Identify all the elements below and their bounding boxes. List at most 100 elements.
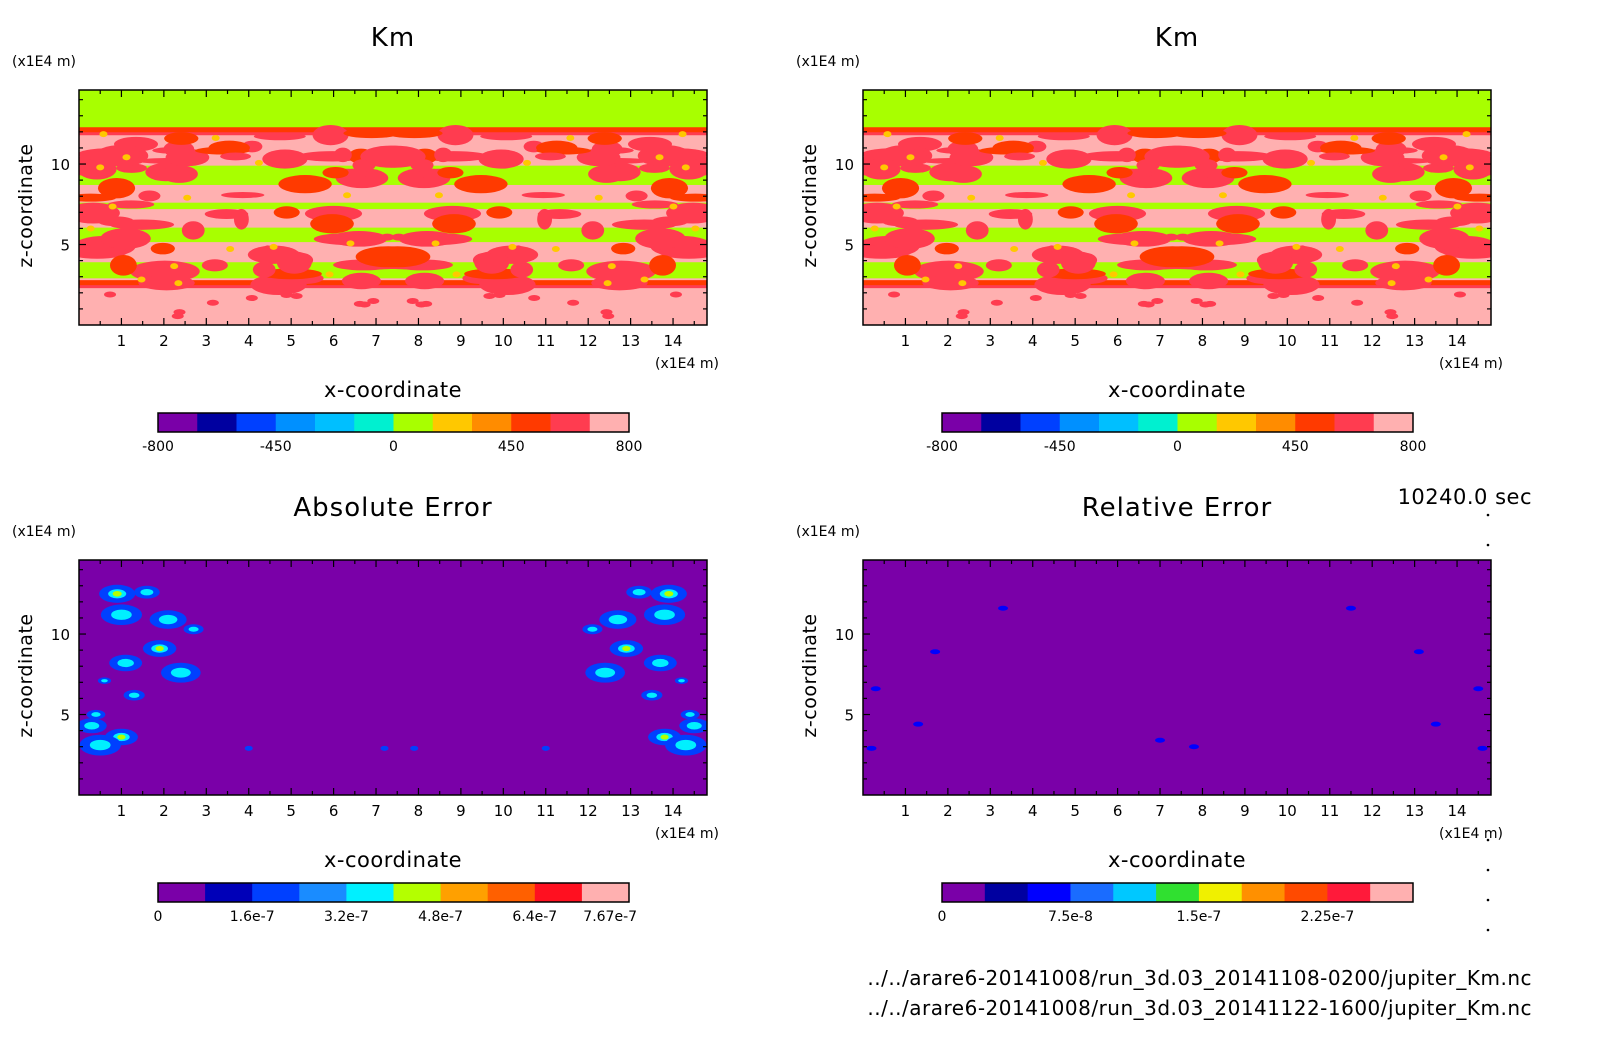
contour-blob: [671, 245, 707, 252]
colorbar-swatch: [275, 413, 316, 432]
contour-blob: [1372, 165, 1409, 183]
colorbar-swatch: [984, 883, 1029, 902]
colorbar-tick-label: 800: [1400, 439, 1427, 455]
contour-blob: [181, 221, 205, 240]
contour-blob: [581, 221, 605, 240]
contour-blob: [220, 152, 252, 161]
contour-spot: [1190, 298, 1203, 305]
contour-blob: [1221, 124, 1258, 146]
contour-blob: [1305, 191, 1350, 199]
contour-band: [79, 165, 707, 185]
contour-blob: [1017, 208, 1033, 230]
contour-blob: [948, 132, 983, 145]
contour-blob: [1094, 214, 1138, 234]
x-tick-label: 2: [159, 332, 169, 350]
x-tick-label: 3: [986, 332, 996, 350]
x-tick-label: 5: [1070, 332, 1080, 350]
panel-title: Km: [371, 23, 415, 53]
colorbar: -800 -450 0 450 800: [142, 412, 643, 455]
contour-blob: [985, 259, 1012, 272]
error-blob: [1413, 649, 1424, 655]
x-tick-label: 9: [1240, 802, 1250, 820]
contour-spot: [967, 194, 976, 201]
y-tick-label: 5: [60, 237, 70, 255]
colorbar-tick-label: 450: [1282, 439, 1309, 455]
plot-frame: [78, 89, 708, 326]
contour-blob: [1256, 252, 1282, 268]
contour-spot: [1064, 292, 1077, 299]
colorbar: 0 1.6e-7 3.2e-7 4.8e-7 6.4e-7 7.67e-7: [154, 882, 637, 925]
contour-spot: [888, 291, 901, 298]
contour-spot: [1465, 164, 1474, 171]
colorbar-frame: [157, 882, 630, 903]
error-blob: [101, 679, 108, 683]
colorbar-tick-label: 450: [498, 439, 525, 455]
colorbar-tick-label: 7.67e-7: [583, 909, 637, 925]
colorbar-tick-label: -450: [1044, 439, 1076, 455]
colorbar: -800 -450 0 450 800: [926, 412, 1427, 455]
contour-spot: [226, 246, 235, 253]
x-tick-label: 2: [943, 802, 953, 820]
contour-spot: [870, 225, 879, 232]
x-tick-label: 12: [579, 332, 598, 350]
contour-line: [79, 285, 707, 289]
x-tick-label: 9: [1240, 332, 1250, 350]
colorbar-swatch: [197, 413, 237, 432]
colorbar-swatch: [315, 413, 355, 432]
x-tick-label: 12: [1363, 802, 1382, 820]
contour-blob: [164, 132, 199, 145]
contour-blob: [669, 158, 707, 180]
error-blob: [913, 721, 924, 727]
error-blob: [675, 739, 697, 751]
error-blob: [686, 722, 702, 730]
error-core: [112, 590, 122, 597]
contour-band: [79, 227, 707, 243]
edge-dot: [1486, 928, 1490, 932]
x-tick-label: 2: [943, 332, 953, 350]
contour-blob: [273, 206, 300, 219]
contour-blob: [1395, 242, 1420, 255]
x-tick-label: 10: [494, 802, 513, 820]
contour-blob: [233, 208, 249, 230]
x-tick-label: 13: [621, 332, 640, 350]
axis-ticks: [863, 90, 1491, 325]
contour-spot: [1387, 280, 1396, 287]
plot-frame: [78, 559, 708, 796]
y-axis-label: z-coordinate: [799, 613, 821, 737]
plot-frame: [862, 89, 1492, 326]
contour-blob: [330, 230, 388, 247]
contour-band: [863, 262, 1491, 279]
y-axis-label: z-coordinate: [15, 143, 37, 267]
contour-spot: [1127, 192, 1136, 199]
contour-spot: [122, 154, 131, 161]
x-tick-label: 14: [1448, 802, 1467, 820]
contour-blob: [1342, 259, 1369, 272]
x-tick-label: 12: [1363, 332, 1382, 350]
contour-spot: [206, 299, 219, 306]
contour-spot: [883, 131, 892, 138]
error-blob: [685, 712, 695, 717]
contour-blob: [454, 174, 508, 194]
contour-blob: [386, 128, 443, 139]
contour-spot: [367, 298, 380, 305]
contour-spot: [1130, 240, 1139, 247]
x-axis-label: x-coordinate: [324, 378, 462, 402]
contour-spot: [1439, 154, 1448, 161]
x-axis-label: x-coordinate: [1108, 848, 1246, 872]
colorbar-swatch: [472, 413, 512, 432]
contour-spot: [1109, 271, 1118, 278]
contour-spot: [678, 131, 687, 138]
colorbar-tick-label: 1.5e-7: [1176, 909, 1221, 925]
x-tick-label: 14: [664, 332, 683, 350]
colorbar-swatch: [440, 883, 489, 902]
contour-field: [863, 560, 1491, 795]
error-blob: [1188, 744, 1199, 750]
colorbar-tick-label: 800: [616, 439, 643, 455]
contour-blob: [934, 242, 959, 255]
file-path-1: ../../arare6-20141008/run_3d.03_20141108…: [867, 966, 1532, 990]
contour-spot: [1351, 299, 1364, 306]
y-tick-label: 10: [835, 156, 854, 174]
contour-blob: [536, 140, 578, 155]
